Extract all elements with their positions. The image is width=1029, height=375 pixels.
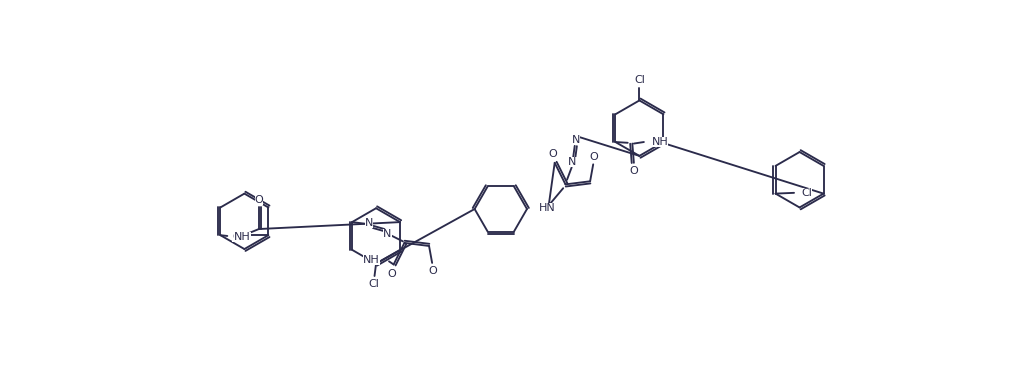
Text: O: O: [630, 166, 638, 176]
Text: N: N: [568, 157, 576, 167]
Text: Cl: Cl: [368, 279, 379, 289]
Text: N: N: [383, 229, 392, 238]
Text: Cl: Cl: [801, 188, 812, 198]
Text: O: O: [254, 195, 263, 205]
Text: O: O: [590, 152, 598, 162]
Text: N: N: [572, 135, 580, 146]
Text: N: N: [365, 218, 374, 228]
Text: O: O: [388, 269, 396, 279]
Text: NH: NH: [363, 255, 380, 265]
Text: NH: NH: [651, 137, 668, 147]
Text: Cl: Cl: [233, 232, 243, 242]
Text: Cl: Cl: [634, 75, 645, 86]
Text: O: O: [548, 148, 558, 159]
Text: HN: HN: [539, 203, 556, 213]
Text: NH: NH: [235, 232, 251, 242]
Text: O: O: [428, 266, 437, 276]
